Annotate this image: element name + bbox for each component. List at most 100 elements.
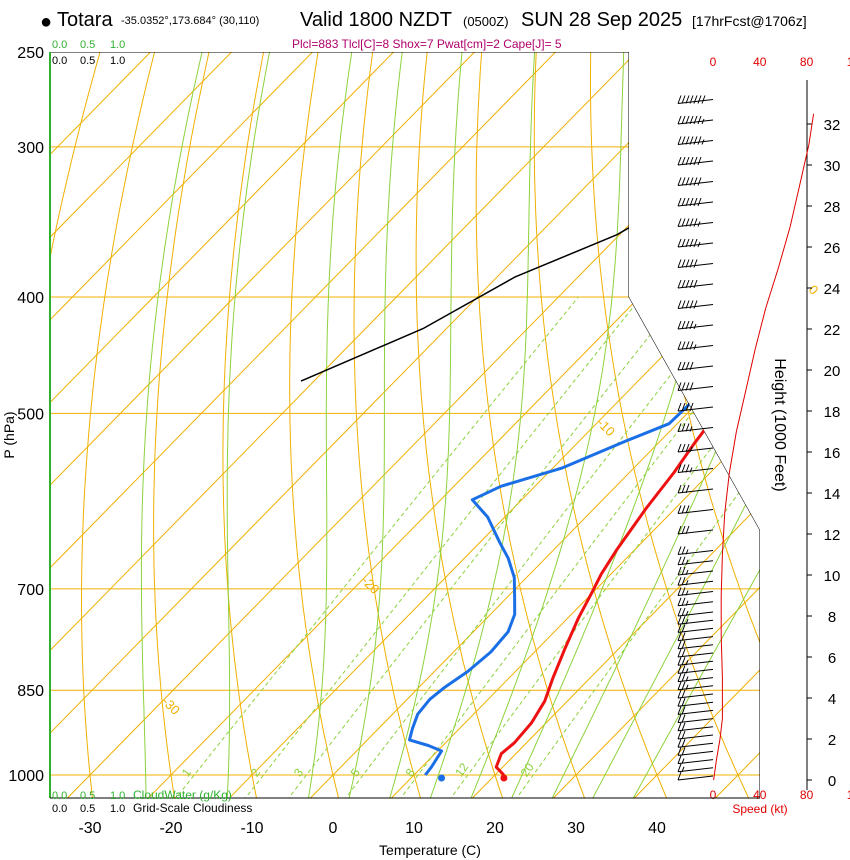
x-axis-title: Temperature (C) (379, 842, 481, 858)
wind-barb-flag (685, 95, 690, 104)
wind-barb-shaft (677, 201, 714, 207)
wind-barb-flag (677, 402, 682, 412)
bottom-cloudiness-tick: 0.5 (80, 803, 95, 815)
speed-tick-top: 0 (710, 55, 717, 69)
wind-barb-flag (677, 607, 682, 617)
wind-barb (677, 681, 714, 691)
wind-barb-flag (677, 730, 682, 740)
wind-barb (677, 156, 714, 166)
wind-barb-flag (677, 464, 682, 473)
wind-barb-flag (681, 597, 686, 606)
wind-barb-flag (689, 279, 694, 289)
height-tick-label: 20 (824, 363, 841, 380)
dry-adiabat-10 (353, 52, 430, 798)
wind-barb-flag (677, 624, 682, 633)
wind-barb-shaft (677, 734, 714, 740)
wind-barb-shaft (677, 427, 714, 432)
wind-barb-flag (681, 673, 686, 682)
wind-barb-flag (677, 763, 682, 772)
wind-barb-flag (681, 587, 686, 596)
top-cloudiness-tick: 1.0 (110, 55, 125, 67)
wind-barb (677, 95, 714, 104)
wind-barb-flag (689, 259, 694, 268)
wind-barb-half-flag (681, 766, 685, 772)
wind-barb-half-flag (685, 549, 689, 555)
isotherm--30 (50, 52, 760, 798)
wind-barb-half-flag (701, 118, 705, 125)
wind-barb-flag (681, 402, 686, 412)
wind-barb-flag (693, 136, 698, 145)
wind-barb-flag (677, 238, 682, 248)
wind-barb-flag (693, 238, 698, 248)
wind-barb (677, 632, 714, 642)
wind-barb (677, 382, 714, 391)
wind-barb (677, 136, 714, 145)
wind-barb-shaft (677, 160, 714, 166)
wind-barb (677, 755, 714, 765)
isotherm-0 (283, 52, 760, 798)
wind-barb-flag (689, 402, 694, 412)
wind-barb-flag (681, 689, 686, 699)
wind-barb-flag (681, 423, 686, 432)
wind-barb-flag (677, 320, 682, 330)
pressure-tick-label: 500 (17, 406, 44, 423)
height-tick-label: 16 (824, 445, 841, 462)
wind-barb-flag (677, 443, 682, 453)
wind-barb (677, 402, 714, 412)
speed-tick-bottom: 80 (800, 788, 814, 802)
wind-barb-flag (681, 616, 686, 625)
wind-barb-flag (693, 197, 698, 207)
dry-adiabat--20 (153, 52, 215, 798)
wind-barb-flag (685, 136, 690, 145)
wind-barb-flag (681, 464, 686, 473)
wind-barb-half-flag (685, 619, 689, 625)
wind-barb-flag (685, 484, 690, 494)
moist-adiabat-40 (631, 52, 760, 798)
wind-barb (677, 730, 714, 740)
moist-adiabat-35 (591, 52, 760, 798)
wind-barb-flag (677, 423, 682, 432)
series-freezing-level-curve (300, 75, 760, 382)
wind-barb (677, 238, 714, 248)
wind-barb-flag (677, 673, 682, 682)
wind-barb-flag (685, 197, 690, 207)
wind-barb (677, 556, 714, 566)
wind-barb-flag (685, 423, 690, 432)
dry-adiabat-40 (533, 52, 679, 798)
wind-barb-flag (677, 505, 682, 514)
dry-adiabat--10 (222, 52, 269, 798)
height-tick-label: 12 (824, 527, 841, 544)
mixing-ratio-label: 3 (291, 766, 306, 780)
wind-barb (677, 648, 714, 658)
height-tick-label: 0 (828, 773, 836, 790)
wind-barb-flag (677, 218, 682, 227)
speed-tick-bottom: 40 (753, 788, 767, 802)
height-tick-label: 30 (824, 158, 841, 175)
wind-barb-flag (677, 689, 682, 699)
wind-barb (677, 607, 714, 617)
moist-adiabat-0 (307, 52, 356, 798)
wind-barb-flag (677, 714, 682, 723)
wind-barb-flag (689, 238, 694, 248)
wind-barb (677, 423, 714, 432)
wind-barb-half-flag (685, 668, 689, 674)
mixing-ratio-label: 8 (403, 766, 418, 780)
bottom-cloudiness-tick: 0.0 (52, 803, 67, 815)
series-dewpoint (408, 75, 760, 776)
wind-barb-flag (681, 197, 686, 207)
wind-barb-shaft (677, 99, 714, 104)
dry-adiabat-60 (644, 52, 760, 798)
wind-barb-flag (677, 556, 682, 565)
wind-barb-flag (689, 136, 694, 145)
wind-barb (677, 546, 714, 555)
wind-barb-flag (681, 577, 686, 586)
wind-barb-shaft (677, 140, 714, 145)
wind-barb-shaft (677, 365, 714, 371)
wind-barb-flag (677, 566, 682, 576)
wind-barb-shaft (677, 601, 714, 607)
wind-barb-flag (677, 665, 682, 674)
wind-barb-flag (681, 238, 686, 248)
wind-barb-flag (689, 341, 694, 350)
wind-barb-half-flag (685, 676, 689, 682)
wind-barb-flag (685, 402, 690, 412)
